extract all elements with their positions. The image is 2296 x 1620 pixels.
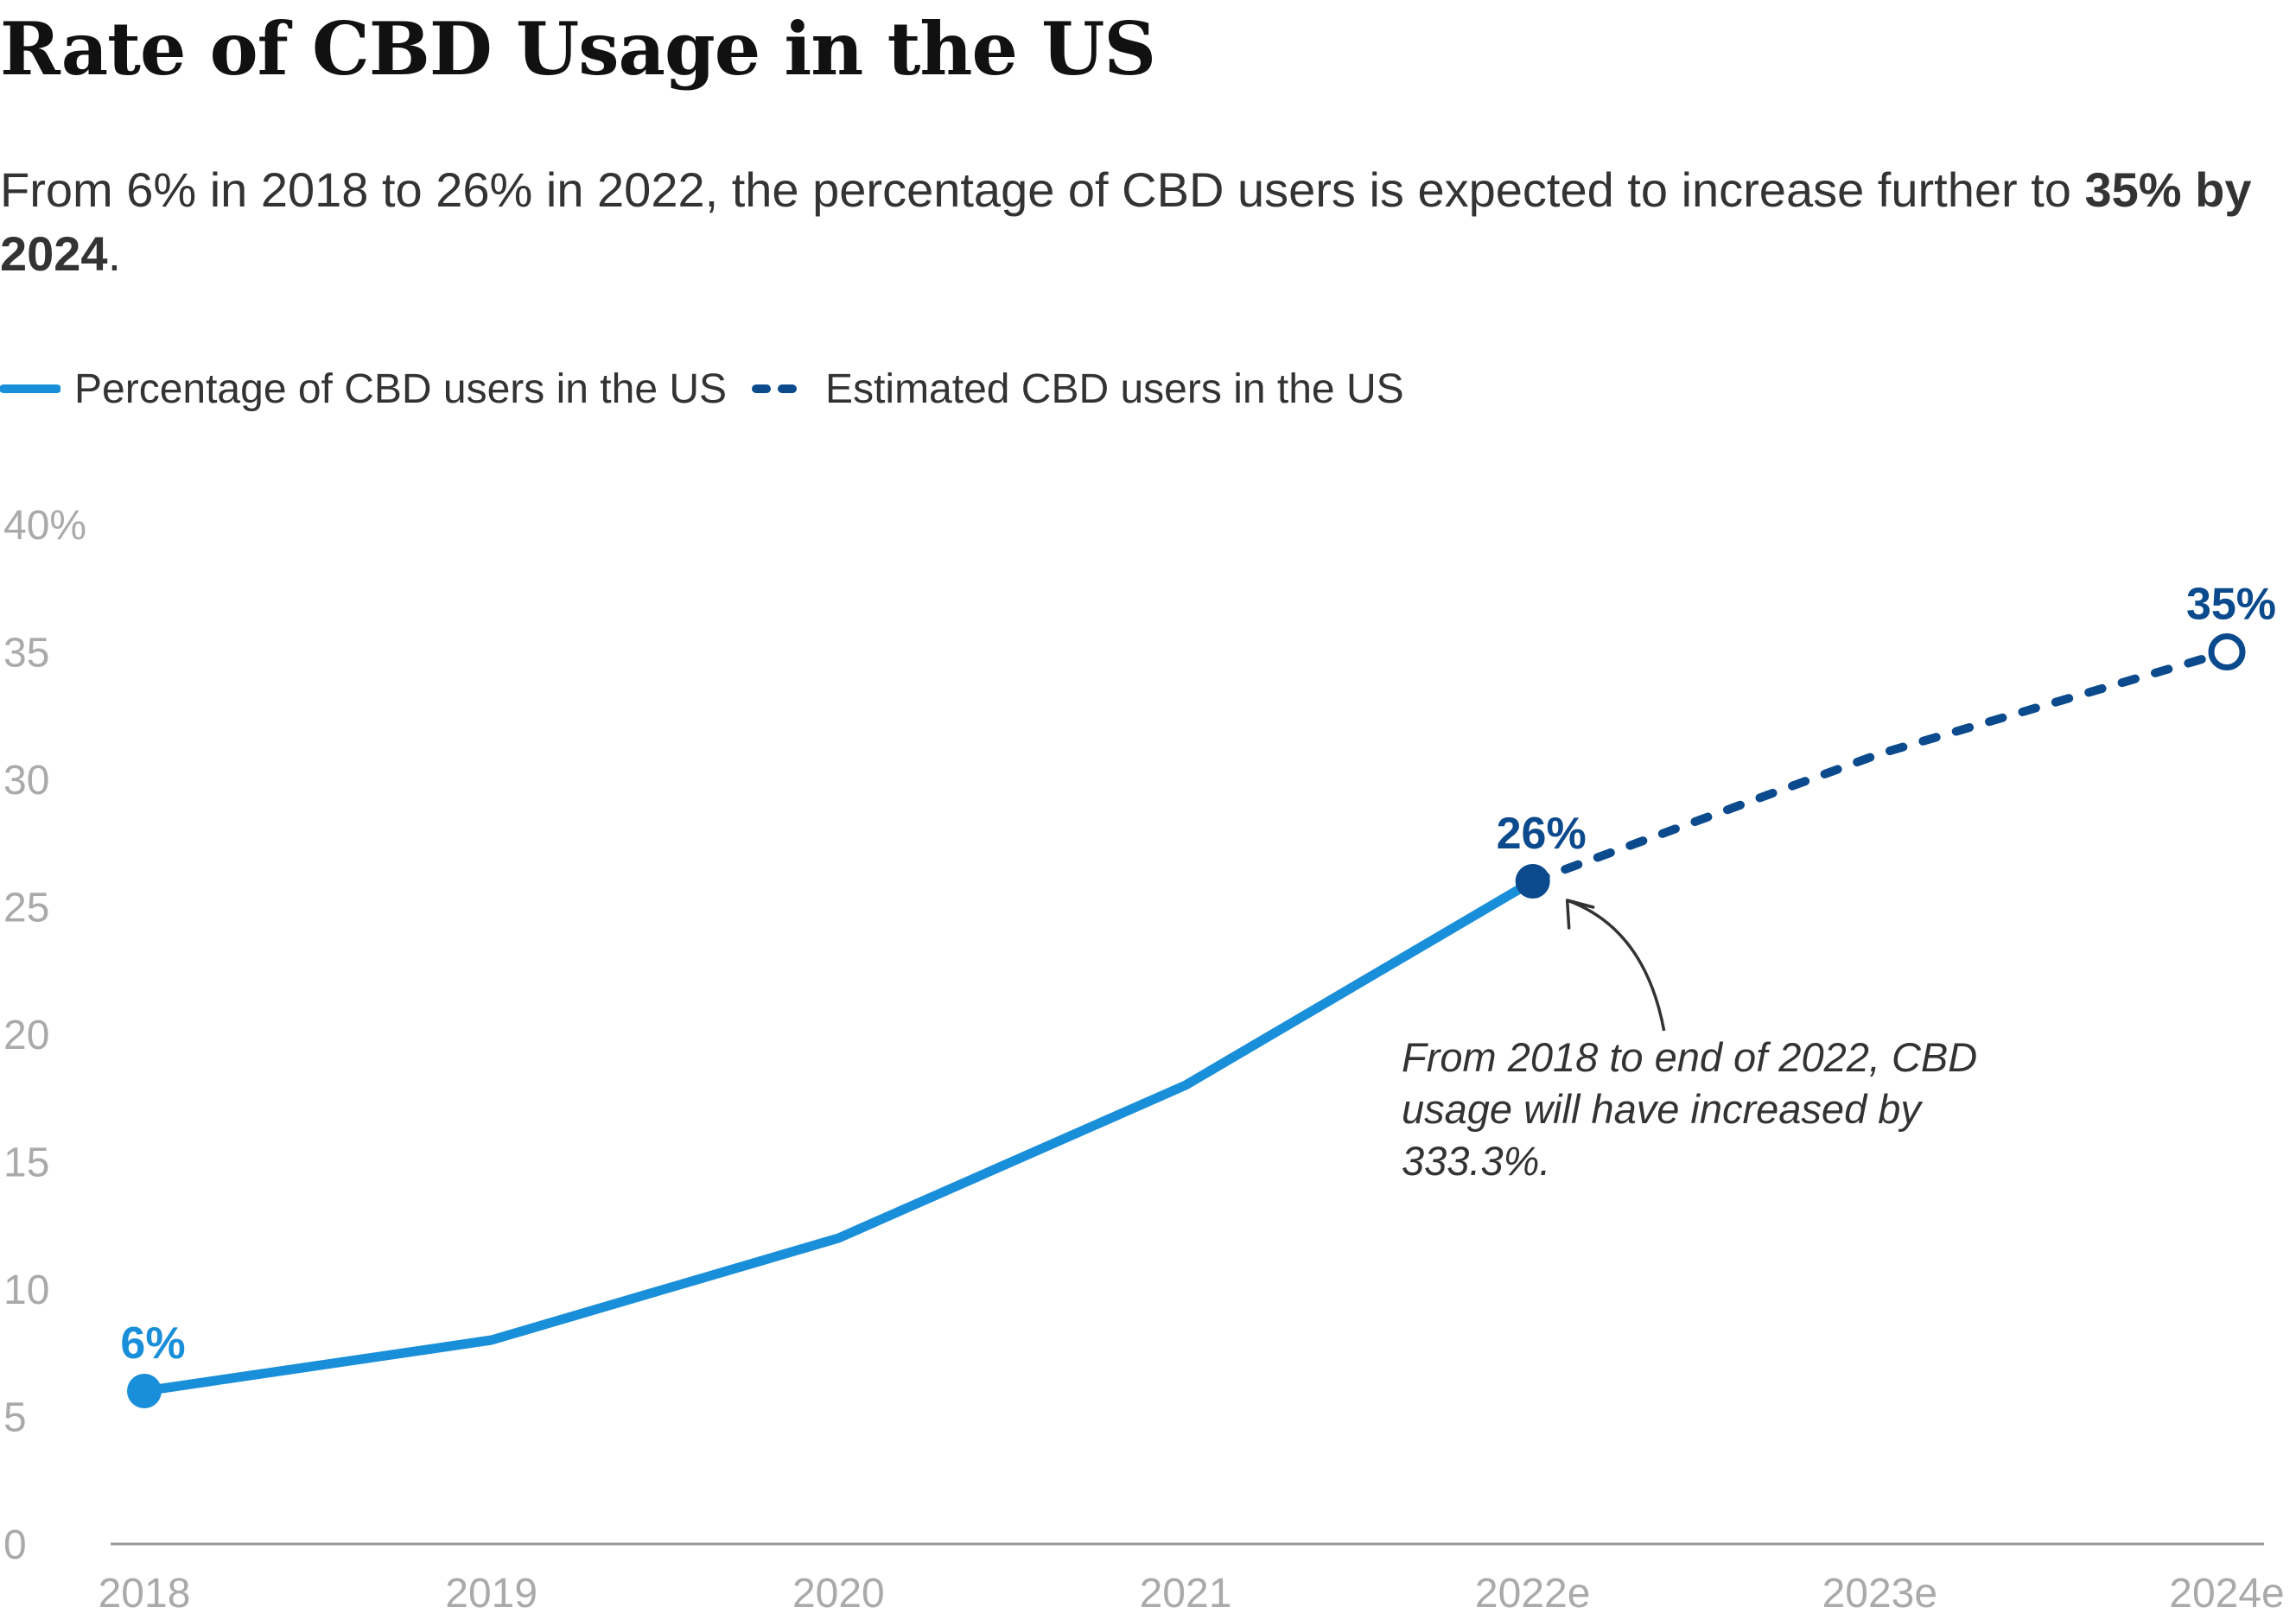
x-tick-label: 2019 [445, 1571, 537, 1617]
x-tick-label: 2018 [99, 1571, 191, 1617]
data-point-marker [1515, 864, 1550, 899]
x-tick-label: 2022e [1475, 1571, 1590, 1617]
legend-item-actual: Percentage of CBD users in the US [0, 365, 727, 413]
y-tick-label: 20 [3, 1013, 49, 1058]
series-line-estimated [1528, 647, 2231, 886]
x-tick-label: 2024e [2169, 1571, 2284, 1617]
data-point-marker [2208, 633, 2246, 670]
legend-label-estimated: Estimated CBD users in the US [825, 365, 1404, 412]
y-tick-label: 10 [3, 1267, 49, 1313]
subtitle-end: . [107, 226, 122, 281]
y-tick-label: 35 [3, 631, 49, 677]
x-tick-label: 2020 [792, 1571, 885, 1617]
x-tick-label: 2023e [1822, 1571, 1937, 1617]
x-tick-label: 2021 [1140, 1571, 1232, 1617]
legend-swatch-actual [0, 384, 60, 393]
subtitle-highlight: 35% by 2024 [0, 162, 2252, 281]
chart-subtitle: From 6% in 2018 to 26% in 2022, the perc… [0, 158, 2264, 286]
chart-title: Rate of CBD Usage in the US [0, 6, 1156, 92]
y-tick-label: 5 [3, 1395, 27, 1441]
subtitle-text: From 6% in 2018 to 26% in 2022, the perc… [0, 162, 2085, 217]
legend-swatch-estimated [752, 384, 811, 393]
data-point-label: 35% [2186, 580, 2276, 630]
data-point-label: 26% [1497, 809, 1587, 859]
data-point-marker [127, 1374, 162, 1408]
annotation-text-line: usage will have increased by [1402, 1086, 1923, 1132]
legend-label-actual: Percentage of CBD users in the US [74, 365, 728, 412]
annotation-text-line: From 2018 to end of 2022, CBD [1402, 1034, 1977, 1080]
y-tick-label: 15 [3, 1140, 49, 1186]
annotation-arrow [1567, 899, 1666, 1032]
annotation-text-line: 333.3%. [1402, 1138, 1550, 1184]
y-tick-label: 25 [3, 886, 49, 931]
chart-legend: Percentage of CBD users in the US Estima… [0, 361, 1428, 416]
y-tick-label: 40% [3, 503, 86, 549]
y-tick-label: 30 [3, 758, 49, 804]
data-point-label: 6% [120, 1318, 185, 1369]
y-tick-label: 0 [3, 1522, 27, 1568]
series-line-actual [139, 876, 1538, 1396]
annotation-arrowhead [1565, 899, 1595, 930]
legend-item-estimated: Estimated CBD users in the US [751, 365, 1404, 413]
